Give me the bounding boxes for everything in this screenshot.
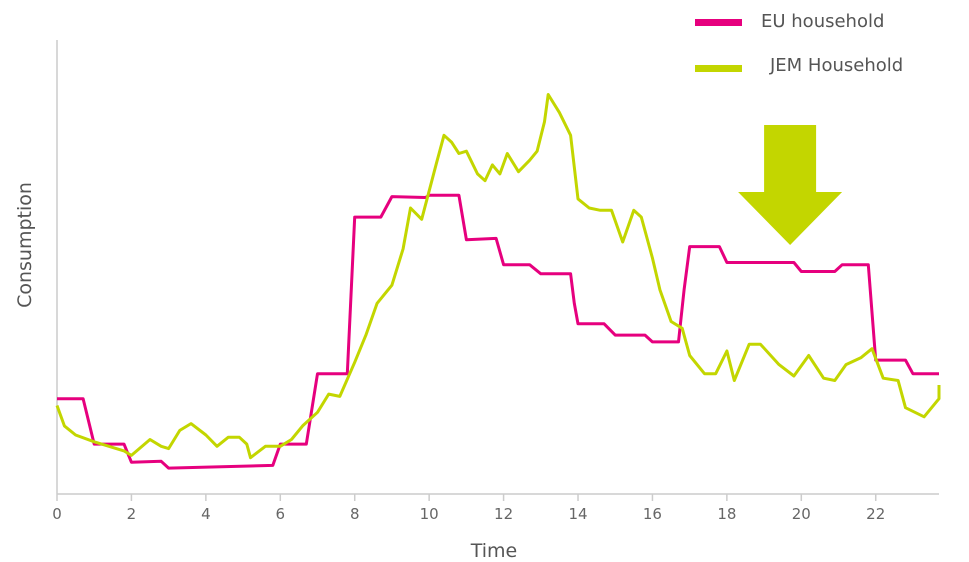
y-axis-title: Consumption <box>14 182 36 308</box>
x-tick-label: 22 <box>866 505 885 523</box>
x-tick-label: 10 <box>420 505 439 523</box>
legend-label-jem: JEM Household <box>769 55 903 76</box>
x-tick-label: 12 <box>494 505 513 523</box>
axes <box>56 40 939 495</box>
legend: EU household JEM Household <box>695 11 903 76</box>
down-arrow-annotation <box>738 125 843 245</box>
x-tick-label: 6 <box>276 505 286 523</box>
x-axis-title: Time <box>470 540 518 562</box>
x-tick-label: 4 <box>201 505 211 523</box>
x-ticks: 0 2 4 6 8 10 12 14 16 18 20 22 <box>52 494 885 523</box>
x-tick-label: 8 <box>350 505 360 523</box>
series-line-eu-household <box>57 193 939 470</box>
x-tick-label: 20 <box>792 505 811 523</box>
x-tick-label: 16 <box>643 505 662 523</box>
legend-swatch-jem <box>695 65 742 72</box>
legend-label-eu: EU household <box>761 11 884 32</box>
x-tick-label: 14 <box>568 505 587 523</box>
series-layer <box>55 93 941 470</box>
series-line-jem-household <box>55 93 941 460</box>
x-tick-label: 18 <box>717 505 736 523</box>
legend-swatch-eu <box>695 19 742 26</box>
x-tick-label: 0 <box>52 505 62 523</box>
annotation-layer <box>738 125 843 245</box>
x-tick-label: 2 <box>127 505 137 523</box>
